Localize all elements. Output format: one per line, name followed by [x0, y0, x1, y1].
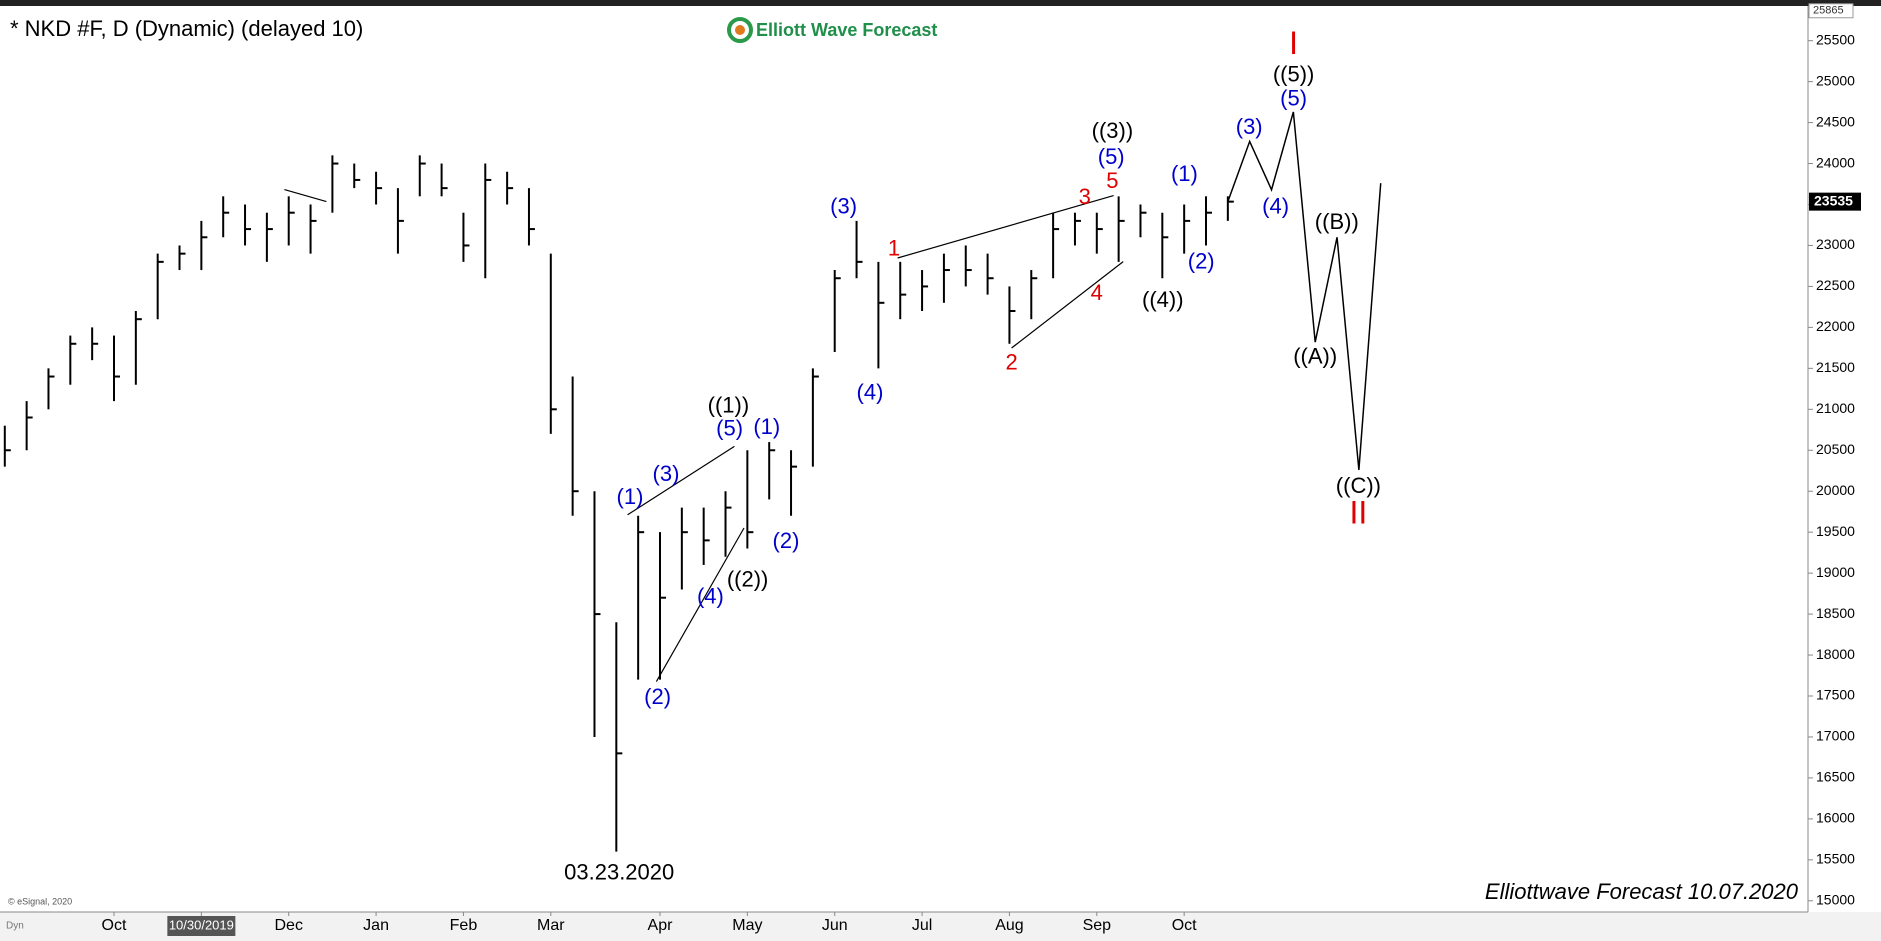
wave-label: 3	[1079, 184, 1091, 209]
y-tick-label: 21000	[1816, 400, 1855, 416]
x-tick-label: Aug	[995, 917, 1023, 934]
y-tick-label: 20000	[1816, 482, 1855, 498]
logo-icon	[727, 17, 753, 43]
wave-label: 1	[888, 235, 900, 260]
x-tick-label: Dec	[274, 917, 302, 934]
wave-label: (3)	[1236, 114, 1263, 139]
wave-label: I	[1289, 25, 1298, 61]
channel-line	[897, 195, 1114, 259]
top-price-box	[1808, 3, 1854, 19]
top-price-label: 25865	[1813, 5, 1844, 17]
x-tick-label: Mar	[537, 917, 565, 934]
wave-label: (5)	[1280, 85, 1307, 110]
last-price-label: 23535	[1814, 192, 1853, 208]
channel-line	[627, 445, 735, 516]
y-tick-label: 20500	[1816, 441, 1855, 457]
wave-label: (5)	[716, 415, 743, 440]
wave-label: ((1))	[708, 393, 750, 418]
wave-label: (1)	[1171, 161, 1198, 186]
y-tick-label: 23000	[1816, 236, 1855, 252]
x-tick-label: Oct	[102, 917, 127, 934]
wave-label: (2)	[644, 684, 671, 709]
chart-title: * NKD #F, D (Dynamic) (delayed 10)	[10, 16, 363, 41]
low-date-label: 03.23.2020	[564, 859, 674, 884]
x-tick-label: Sep	[1083, 917, 1112, 934]
wave-label: (5)	[1098, 144, 1125, 169]
wave-label: (1)	[617, 484, 644, 509]
wave-label: ((4))	[1142, 287, 1184, 312]
wave-label: ((C))	[1336, 473, 1381, 498]
y-tick-label: 17500	[1816, 687, 1855, 703]
wave-label: ((B))	[1315, 209, 1359, 234]
x-tick-label: Jul	[912, 917, 932, 934]
logo-icon-dot	[735, 25, 745, 35]
wave-label: 2	[1005, 349, 1017, 374]
wave-label: (3)	[653, 461, 680, 486]
wave-label: (4)	[857, 379, 884, 404]
logo-text: Elliott Wave Forecast	[756, 20, 937, 40]
y-tick-label: 18000	[1816, 646, 1855, 662]
x-tick-label: Jun	[822, 917, 848, 934]
wave-label: (4)	[697, 583, 724, 608]
wave-label: ((2))	[727, 567, 769, 592]
wave-label: (3)	[830, 193, 857, 218]
x-tick-label: Apr	[648, 917, 674, 934]
y-tick-label: 22000	[1816, 318, 1855, 334]
x-axis-strip	[0, 912, 1881, 941]
x-tick-label: Oct	[1172, 917, 1197, 934]
wave-label: ((5))	[1273, 61, 1315, 86]
channel-line	[284, 189, 327, 203]
wave-label: 5	[1106, 168, 1118, 193]
x-tick-label: 10/30/2019	[169, 917, 234, 932]
y-tick-label: 16500	[1816, 769, 1855, 785]
top-border	[0, 0, 1881, 6]
y-tick-label: 25500	[1816, 31, 1855, 47]
y-tick-label: 24500	[1816, 113, 1855, 129]
y-tick-label: 24000	[1816, 154, 1855, 170]
x-tick-label: Jan	[363, 917, 389, 934]
wave-label: 4	[1091, 280, 1103, 305]
x-tick-label: May	[732, 917, 762, 934]
wave-label: (2)	[1188, 249, 1215, 274]
last-price-box	[1809, 192, 1861, 211]
cursor-label-box	[167, 916, 236, 936]
channel-line	[655, 527, 745, 682]
wave-label: ((3))	[1092, 118, 1134, 143]
y-tick-label: 25000	[1816, 72, 1855, 88]
y-tick-label: 15500	[1816, 851, 1855, 867]
wave-label: (4)	[1262, 193, 1289, 218]
wave-label: II	[1350, 494, 1368, 530]
wave-label: (1)	[753, 414, 780, 439]
y-tick-label: 17000	[1816, 728, 1855, 744]
y-tick-label: 15000	[1816, 892, 1855, 908]
y-tick-label: 19500	[1816, 523, 1855, 539]
corner-label: Dyn	[6, 921, 24, 932]
wave-label: ((A))	[1293, 343, 1337, 368]
logo: Elliott Wave Forecast	[727, 17, 937, 43]
y-tick-label: 21500	[1816, 359, 1855, 375]
y-tick-label: 18500	[1816, 605, 1855, 621]
projection-line	[1227, 111, 1382, 470]
channel-line	[1011, 261, 1124, 349]
y-tick-label: 19000	[1816, 564, 1855, 580]
y-tick-label: 22500	[1816, 277, 1855, 293]
copyright: © eSignal, 2020	[8, 896, 72, 906]
wave-label: (2)	[773, 528, 800, 553]
x-tick-label: Feb	[450, 917, 478, 934]
footer: Elliottwave Forecast 10.07.2020	[1485, 879, 1799, 904]
y-tick-label: 16000	[1816, 810, 1855, 826]
